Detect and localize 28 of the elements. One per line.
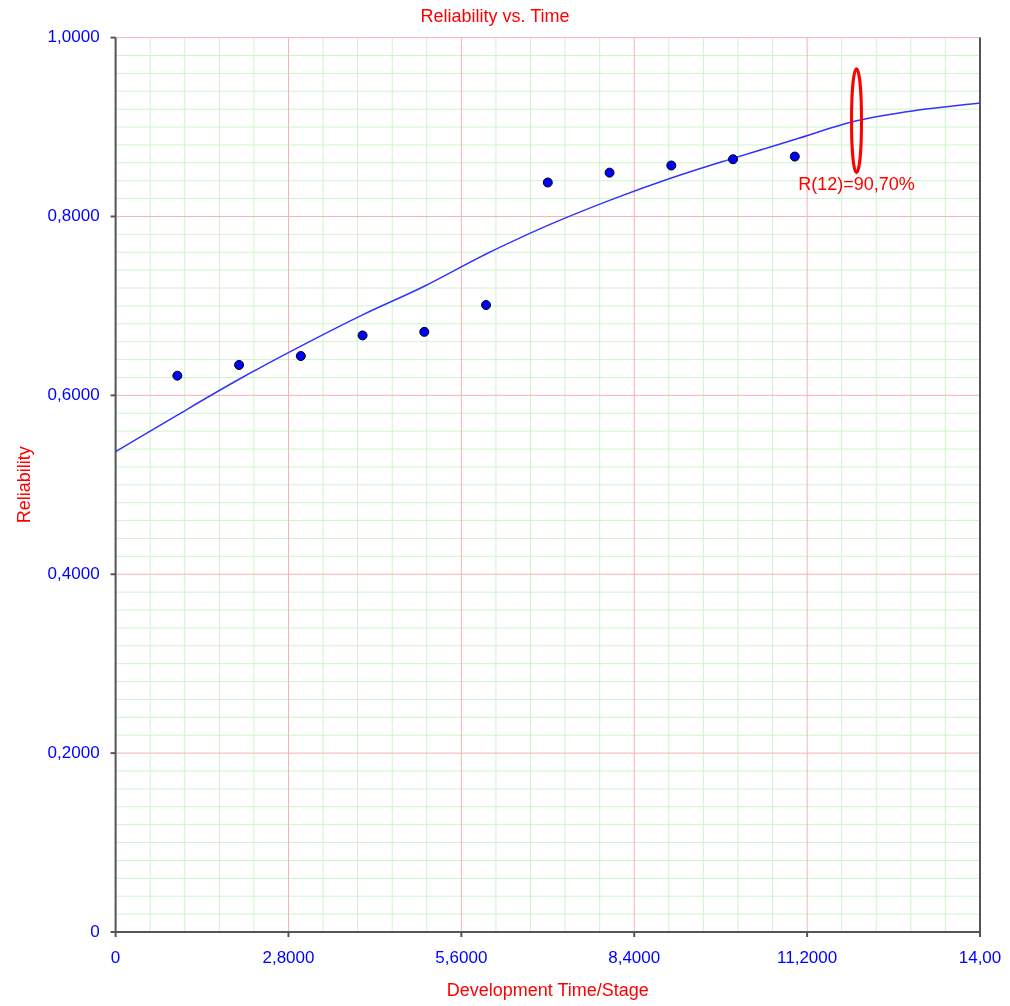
- point: [604, 167, 615, 178]
- y-tick-label: 1,0000: [47, 27, 100, 47]
- point: [419, 326, 430, 337]
- point: [666, 160, 677, 171]
- x-tick-label: 0: [110, 947, 121, 967]
- x-tick-label: 2,8000: [262, 947, 315, 967]
- x-tick-label: 14,00: [958, 947, 1002, 967]
- y-tick-label: 0,4000: [47, 563, 100, 583]
- y-tick-label: 0,8000: [47, 206, 100, 226]
- point: [295, 351, 306, 362]
- point: [357, 330, 368, 341]
- x-tick-label: 5,6000: [435, 947, 488, 967]
- x-tick-label: 11,2000: [777, 947, 838, 967]
- point: [728, 154, 739, 165]
- y-tick-label: 0: [90, 921, 100, 941]
- annotation: R(12)=90,70%: [798, 173, 915, 194]
- y-tick-label: 0,6000: [47, 385, 100, 405]
- line-series: [115, 102, 980, 453]
- chart-title: Reliability vs. Time: [420, 5, 570, 26]
- point: [172, 370, 183, 381]
- point: [481, 300, 492, 311]
- y-tick-label: 0,2000: [47, 742, 100, 762]
- y-axis-title: Reliability: [13, 446, 34, 524]
- point: [542, 177, 553, 188]
- x-tick-label: 8,4000: [608, 947, 661, 967]
- point: [234, 359, 245, 370]
- x-axis-title: Development Time/Stage: [446, 980, 649, 1001]
- point: [789, 151, 800, 162]
